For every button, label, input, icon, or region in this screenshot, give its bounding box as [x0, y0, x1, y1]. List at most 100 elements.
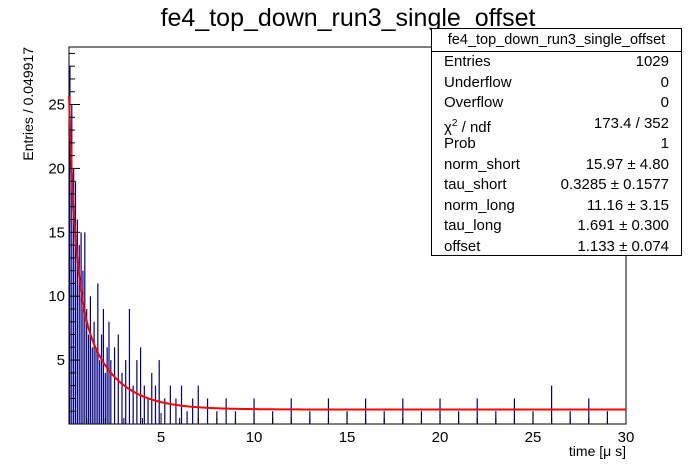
fit-curve — [68, 95, 626, 411]
histogram-bar — [80, 232, 82, 424]
histogram-bar — [86, 308, 88, 424]
x-axis-title: time [μ s] — [569, 443, 626, 459]
histogram-bar — [84, 232, 86, 424]
x-tick-label: 5 — [157, 429, 165, 446]
stat-row-entries: Entries 1029 — [432, 52, 681, 73]
stat-value: 0.3285 ± 0.1577 — [560, 176, 669, 193]
histogram-bar — [175, 398, 177, 424]
histogram-bar — [458, 411, 460, 424]
stat-label: norm_long — [444, 196, 515, 214]
histogram-bar — [253, 398, 255, 424]
histogram-bar — [327, 398, 330, 424]
y-tick-label: 20 — [48, 160, 65, 177]
histogram-bar — [158, 360, 160, 424]
stat-value: 11.16 ± 3.15 — [586, 196, 669, 214]
histogram-bar — [89, 296, 91, 424]
stat-value: 1029 — [635, 53, 669, 70]
stat-row-offset: offset 1.133 ± 0.074 — [432, 237, 681, 258]
histogram-bar — [186, 411, 188, 424]
stat-value: 1 — [660, 135, 669, 152]
histogram-bar — [128, 308, 131, 424]
histogram-bar — [108, 321, 110, 424]
y-axis: 5 10 15 20 25 — [48, 52, 80, 412]
histogram-bar — [513, 398, 516, 424]
histogram-bar — [106, 347, 108, 424]
x-tick-label: 30 — [618, 429, 635, 446]
histogram-bar — [290, 398, 292, 424]
histogram-bar — [125, 360, 127, 424]
stat-row-tau-short: tau_short 0.3285 ± 0.1577 — [432, 175, 681, 196]
stat-value: 15.97 ± 4.80 — [585, 155, 669, 173]
y-tick-label: 10 — [48, 288, 65, 305]
histogram-bar — [74, 181, 77, 424]
histogram-bar — [95, 347, 97, 424]
histogram-bar — [383, 411, 385, 424]
histogram-bar — [234, 411, 237, 424]
histogram-bar — [365, 398, 367, 424]
histogram-bar — [143, 385, 145, 424]
stat-value: 0 — [660, 73, 669, 91]
histogram-bar — [110, 360, 112, 424]
x-tick-label: 10 — [246, 429, 263, 446]
histogram-bar — [87, 334, 90, 424]
histogram-bar — [93, 321, 95, 424]
stat-row-tau-long: tau_long 1.691 ± 0.300 — [432, 216, 681, 237]
stat-label: Overflow — [444, 94, 504, 111]
histogram-bar — [121, 372, 123, 424]
histogram-bar — [272, 411, 274, 424]
histogram-bar — [100, 334, 103, 424]
x-axis: 5 10 15 20 25 30 — [86, 413, 635, 446]
histogram-bar — [147, 398, 149, 424]
histogram-bar — [476, 398, 478, 424]
histogram-bar — [99, 360, 101, 424]
stat-label: tau_short — [444, 176, 507, 193]
histogram-bar — [439, 398, 441, 424]
stat-label: Prob — [444, 135, 476, 152]
histogram-bar — [102, 308, 105, 424]
stat-value: 1.133 ± 0.074 — [577, 237, 669, 255]
histogram-bar — [551, 385, 553, 424]
stat-label: χ2 / ndf — [444, 117, 491, 136]
stat-label: norm_short — [444, 155, 520, 173]
chart-title: fe4_top_down_run3_single_offset — [161, 4, 536, 32]
stat-label: Underflow — [444, 73, 512, 91]
stat-label: offset — [444, 237, 481, 255]
histogram-bar — [113, 347, 116, 424]
histogram-bar — [104, 372, 106, 424]
x-tick-label: 15 — [339, 429, 356, 446]
stats-title: fe4_top_down_run3_single_offset — [432, 29, 681, 52]
histogram-bar — [154, 385, 157, 424]
stats-box: fe4_top_down_run3_single_offset Entries … — [431, 28, 682, 256]
histogram-bar — [402, 398, 404, 424]
histogram-bar — [192, 398, 194, 424]
histogram-bar — [140, 347, 142, 424]
histogram-bar — [91, 347, 93, 424]
histogram-bar — [216, 411, 218, 424]
histogram-bar — [82, 270, 84, 424]
stat-label: Entries — [444, 53, 491, 70]
histogram-bar — [309, 411, 311, 424]
stat-row-underflow: Underflow 0 — [432, 73, 681, 94]
x-tick-label: 25 — [525, 429, 542, 446]
stat-row-norm-long: norm_long 11.16 ± 3.15 — [432, 196, 681, 217]
stat-label: tau_long — [444, 217, 502, 234]
histogram-bar — [132, 385, 134, 424]
y-tick-label: 15 — [48, 224, 65, 241]
histogram-bar — [76, 219, 78, 424]
histogram-bar — [495, 411, 497, 424]
histogram-bar — [420, 411, 423, 424]
histogram-bar — [606, 411, 608, 424]
x-tick-label: 20 — [432, 429, 449, 446]
histogram-bar — [569, 411, 571, 424]
histogram-bar — [78, 245, 80, 424]
stat-row-chi2: χ2 / ndf 173.4 / 352 — [432, 114, 681, 136]
histogram-bar — [164, 398, 166, 424]
stat-value: 1.691 ± 0.300 — [577, 217, 669, 234]
histogram-bar — [197, 385, 199, 424]
histogram-bar — [588, 398, 590, 424]
stat-row-prob: Prob 1 — [432, 134, 681, 155]
histogram-bar — [71, 104, 73, 424]
y-tick-label: 5 — [57, 352, 65, 369]
y-tick-label: 25 — [48, 97, 65, 114]
